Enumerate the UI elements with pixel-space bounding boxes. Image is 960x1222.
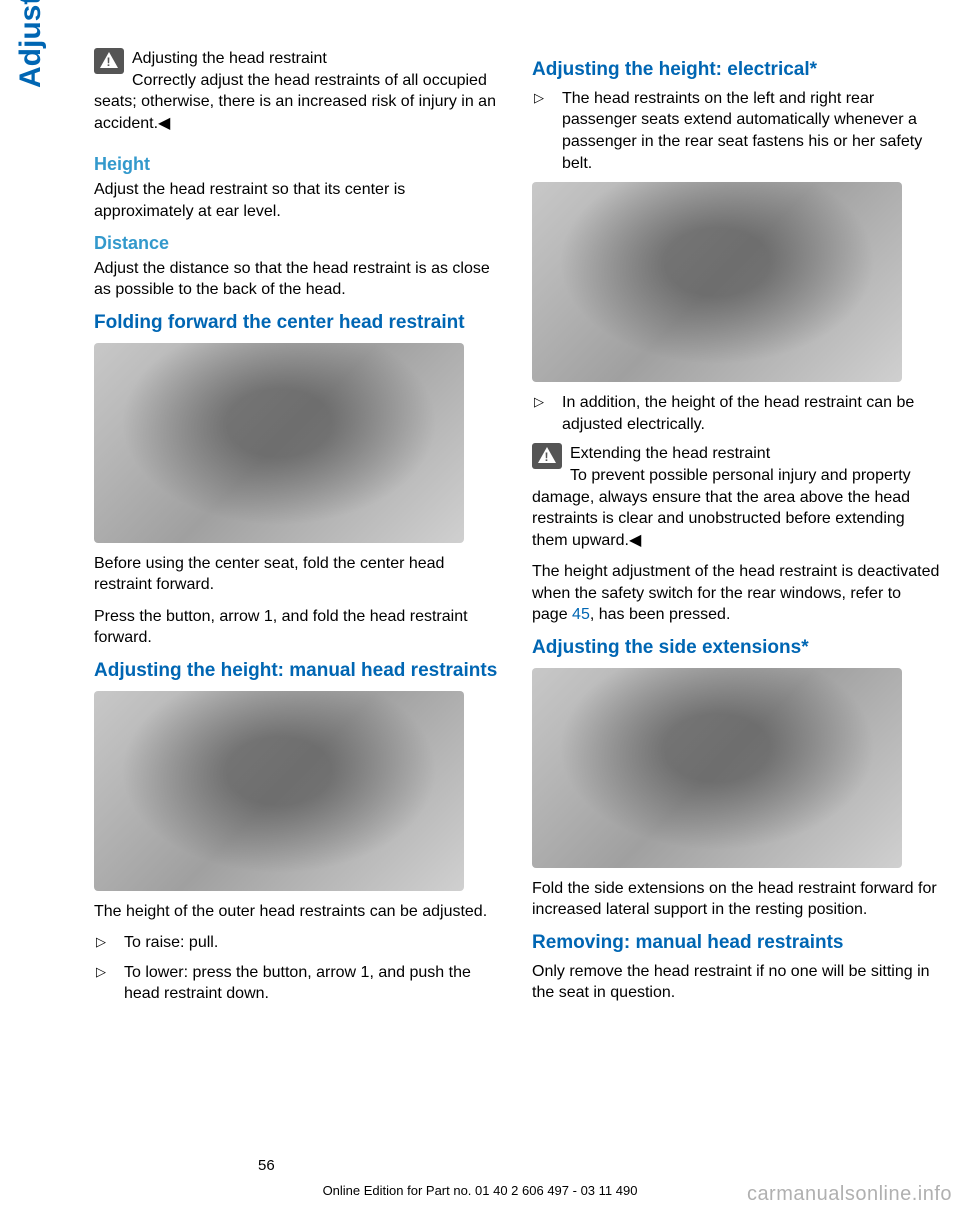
heading-fold: Folding forward the center head restrain… xyxy=(94,311,502,335)
text-span: , has been pressed. xyxy=(590,606,731,623)
left-column: Adjusting the head restraint Correctly a… xyxy=(94,48,502,1014)
figure-fold-headrest xyxy=(94,343,464,543)
page-link-45[interactable]: 45 xyxy=(572,606,590,623)
warning-body: Correctly adjust the head restraints of … xyxy=(94,72,496,132)
heading-remove: Removing: manual head restraints xyxy=(532,931,940,955)
page-number: 56 xyxy=(258,1157,275,1174)
para-height: Adjust the head restraint so that its ce… xyxy=(94,179,502,222)
page-container: Adjusting Adjusting the head restraint C… xyxy=(20,48,940,1222)
right-column: Adjusting the height: electrical* The he… xyxy=(532,48,940,1014)
heading-manual: Adjusting the height: manual head restra… xyxy=(94,659,502,683)
para-side-ext: Fold the side extensions on the head res… xyxy=(532,878,940,921)
figure-manual-headrest xyxy=(94,691,464,891)
heading-height: Height xyxy=(94,154,502,175)
content-columns: Adjusting the head restraint Correctly a… xyxy=(94,48,940,1014)
warning-block-1: Adjusting the head restraint Correctly a… xyxy=(94,48,502,134)
warning-block-2: Extending the head restraint To prevent … xyxy=(532,443,940,551)
list-item: To lower: press the button, arrow 1, and… xyxy=(114,962,502,1005)
list-item: The head restraints on the left and righ… xyxy=(552,88,940,174)
figure-electrical-headrest xyxy=(532,182,902,382)
para-distance: Adjust the distance so that the head res… xyxy=(94,258,502,301)
list-elec-2: In addition, the height of the head rest… xyxy=(532,392,940,435)
para-remove: Only remove the head restraint if no one… xyxy=(532,961,940,1004)
para-fold-2: Press the button, arrow 1, and fold the … xyxy=(94,606,502,649)
list-item: To raise: pull. xyxy=(114,932,502,954)
para-fold-1: Before using the center seat, fold the c… xyxy=(94,553,502,596)
section-label: Adjusting xyxy=(14,0,48,88)
heading-electrical: Adjusting the height: electrical* xyxy=(532,58,940,82)
watermark: carmanualsonline.info xyxy=(747,1183,952,1206)
para-deactivated: The height adjustment of the head restra… xyxy=(532,561,940,626)
list-item: In addition, the height of the head rest… xyxy=(552,392,940,435)
heading-side-ext: Adjusting the side extensions* xyxy=(532,636,940,660)
warning-title: Extending the head restraint xyxy=(570,445,770,462)
warning-icon xyxy=(94,48,124,74)
figure-side-extensions xyxy=(532,668,902,868)
para-manual: The height of the outer head restraints … xyxy=(94,901,502,923)
section-label-text: Adjusting xyxy=(14,0,47,88)
list-elec-1: The head restraints on the left and righ… xyxy=(532,88,940,174)
heading-distance: Distance xyxy=(94,233,502,254)
warning-icon xyxy=(532,443,562,469)
warning-body: To prevent possible personal injury and … xyxy=(532,467,911,549)
list-manual: To raise: pull. To lower: press the butt… xyxy=(94,932,502,1005)
warning-title: Adjusting the head restraint xyxy=(132,50,327,67)
